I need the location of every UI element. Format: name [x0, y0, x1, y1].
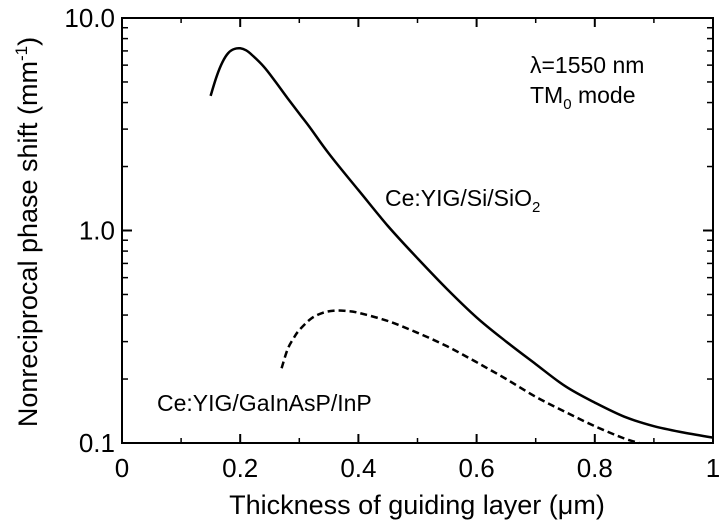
series-label-inp: Ce:YIG/GaInAsP/InP — [157, 390, 372, 416]
x-tick-label: 0 — [115, 453, 129, 483]
annotation-mode-sub: 0 — [563, 96, 571, 113]
x-axis-title: Thickness of guiding layer (μm) — [229, 490, 605, 520]
series-line-ce-yig-gainasp-inp — [282, 310, 639, 443]
x-tick-label: 1 — [706, 453, 720, 483]
annotation-mode-main: TM — [530, 82, 563, 108]
x-tick-label: 0.4 — [340, 453, 376, 483]
y-tick-label: 0.1 — [79, 428, 115, 458]
x-tick-label: 0.8 — [577, 453, 613, 483]
y-tick-label: 10.0 — [64, 3, 115, 33]
annotation-mode-rest: mode — [572, 82, 636, 108]
annotation-wavelength: λ=1550 nm — [530, 52, 644, 78]
y-tick-label: 1.0 — [79, 216, 115, 246]
annotation-mode: TM0 mode — [530, 82, 636, 113]
x-tick-label: 0.2 — [222, 453, 258, 483]
series-label-si-main: Ce:YIG/Si/SiO — [385, 185, 532, 211]
series-label-si: Ce:YIG/Si/SiO2 — [385, 185, 540, 216]
series-line-ce-yig-si-sio2 — [211, 48, 713, 437]
y-axis-title-close: ) — [13, 37, 43, 46]
series-layer — [211, 48, 713, 443]
y-axis-title-main: Nonreciprocal phase shift (mm — [13, 61, 43, 427]
y-axis-title-sup: -1 — [12, 46, 31, 61]
series-label-si-sub: 2 — [532, 199, 540, 216]
x-tick-label: 0.6 — [459, 453, 495, 483]
y-axis-title: Nonreciprocal phase shift (mm-1) — [12, 37, 43, 427]
